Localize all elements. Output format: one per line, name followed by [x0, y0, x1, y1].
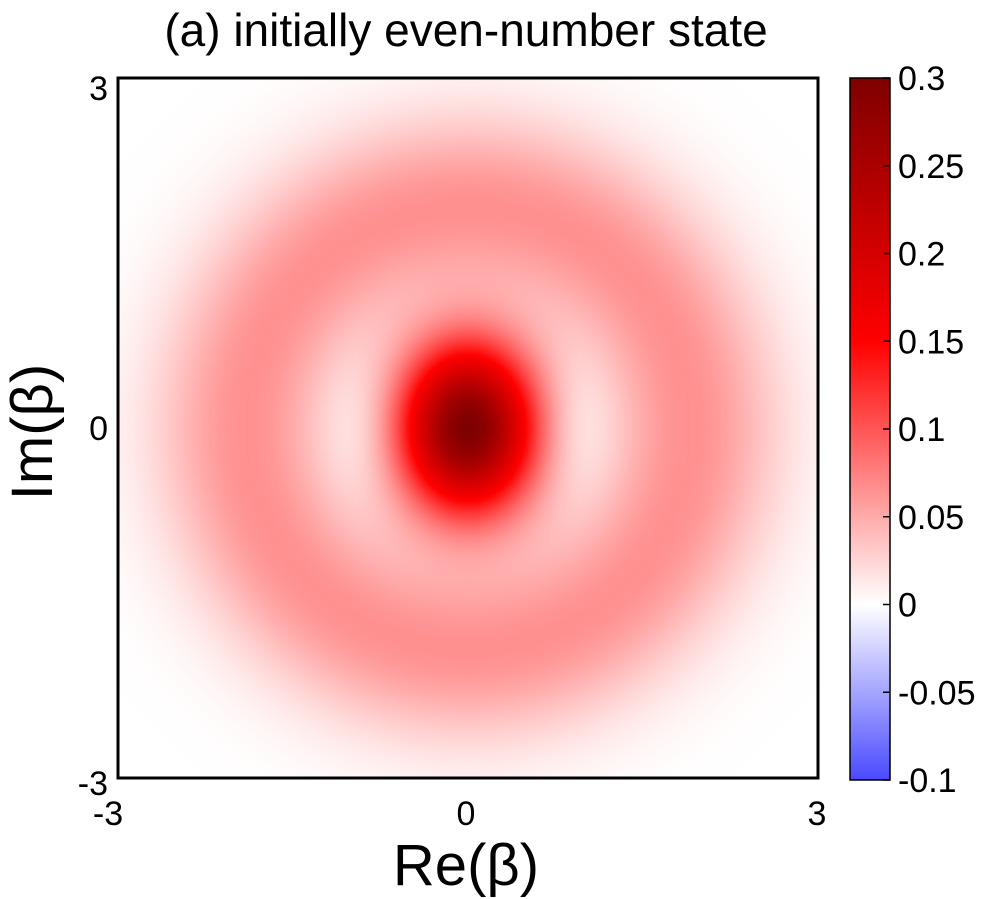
colorbar: -0.1 -0.05 0 0.05 0.1 0.15 0.2 0.25 0.3 [849, 60, 976, 800]
colorbar-tick-label: -0.1 [898, 762, 957, 800]
y-tick-label-max: 3 [89, 70, 108, 108]
colorbar-tick-label: 0.05 [898, 499, 964, 537]
colorbar-tick-label: 0.1 [898, 411, 945, 449]
y-axis-label: Im(β) [0, 364, 65, 500]
plot-area [116, 76, 820, 780]
x-axis: -3 0 3 Re(β) [93, 795, 827, 898]
x-tick-label-mid: 0 [457, 795, 476, 833]
chart-title: (a) initially even-number state [164, 4, 767, 56]
y-tick-label-mid: 0 [89, 410, 108, 448]
colorbar-tick-label: -0.05 [898, 674, 976, 712]
colorbar-tick-label: 0.15 [898, 323, 964, 361]
y-axis: 3 0 -3 Im(β) [0, 70, 108, 803]
plot-frame [116, 76, 820, 780]
x-tick-label-max: 3 [808, 795, 827, 833]
colorbar-tick-label: 0.25 [898, 148, 964, 186]
x-axis-label: Re(β) [393, 833, 539, 898]
colorbar-tick-label: 0.3 [898, 60, 945, 98]
colorbar-tick-label: 0.2 [898, 236, 945, 274]
colorbar-tick-label: 0 [898, 587, 917, 625]
y-tick-label-min: -3 [78, 765, 108, 803]
x-tick-label-min: -3 [93, 795, 123, 833]
heatmap-image [118, 78, 818, 778]
colorbar-ticks: -0.1 -0.05 0 0.05 0.1 0.15 0.2 0.25 0.3 [883, 60, 976, 800]
